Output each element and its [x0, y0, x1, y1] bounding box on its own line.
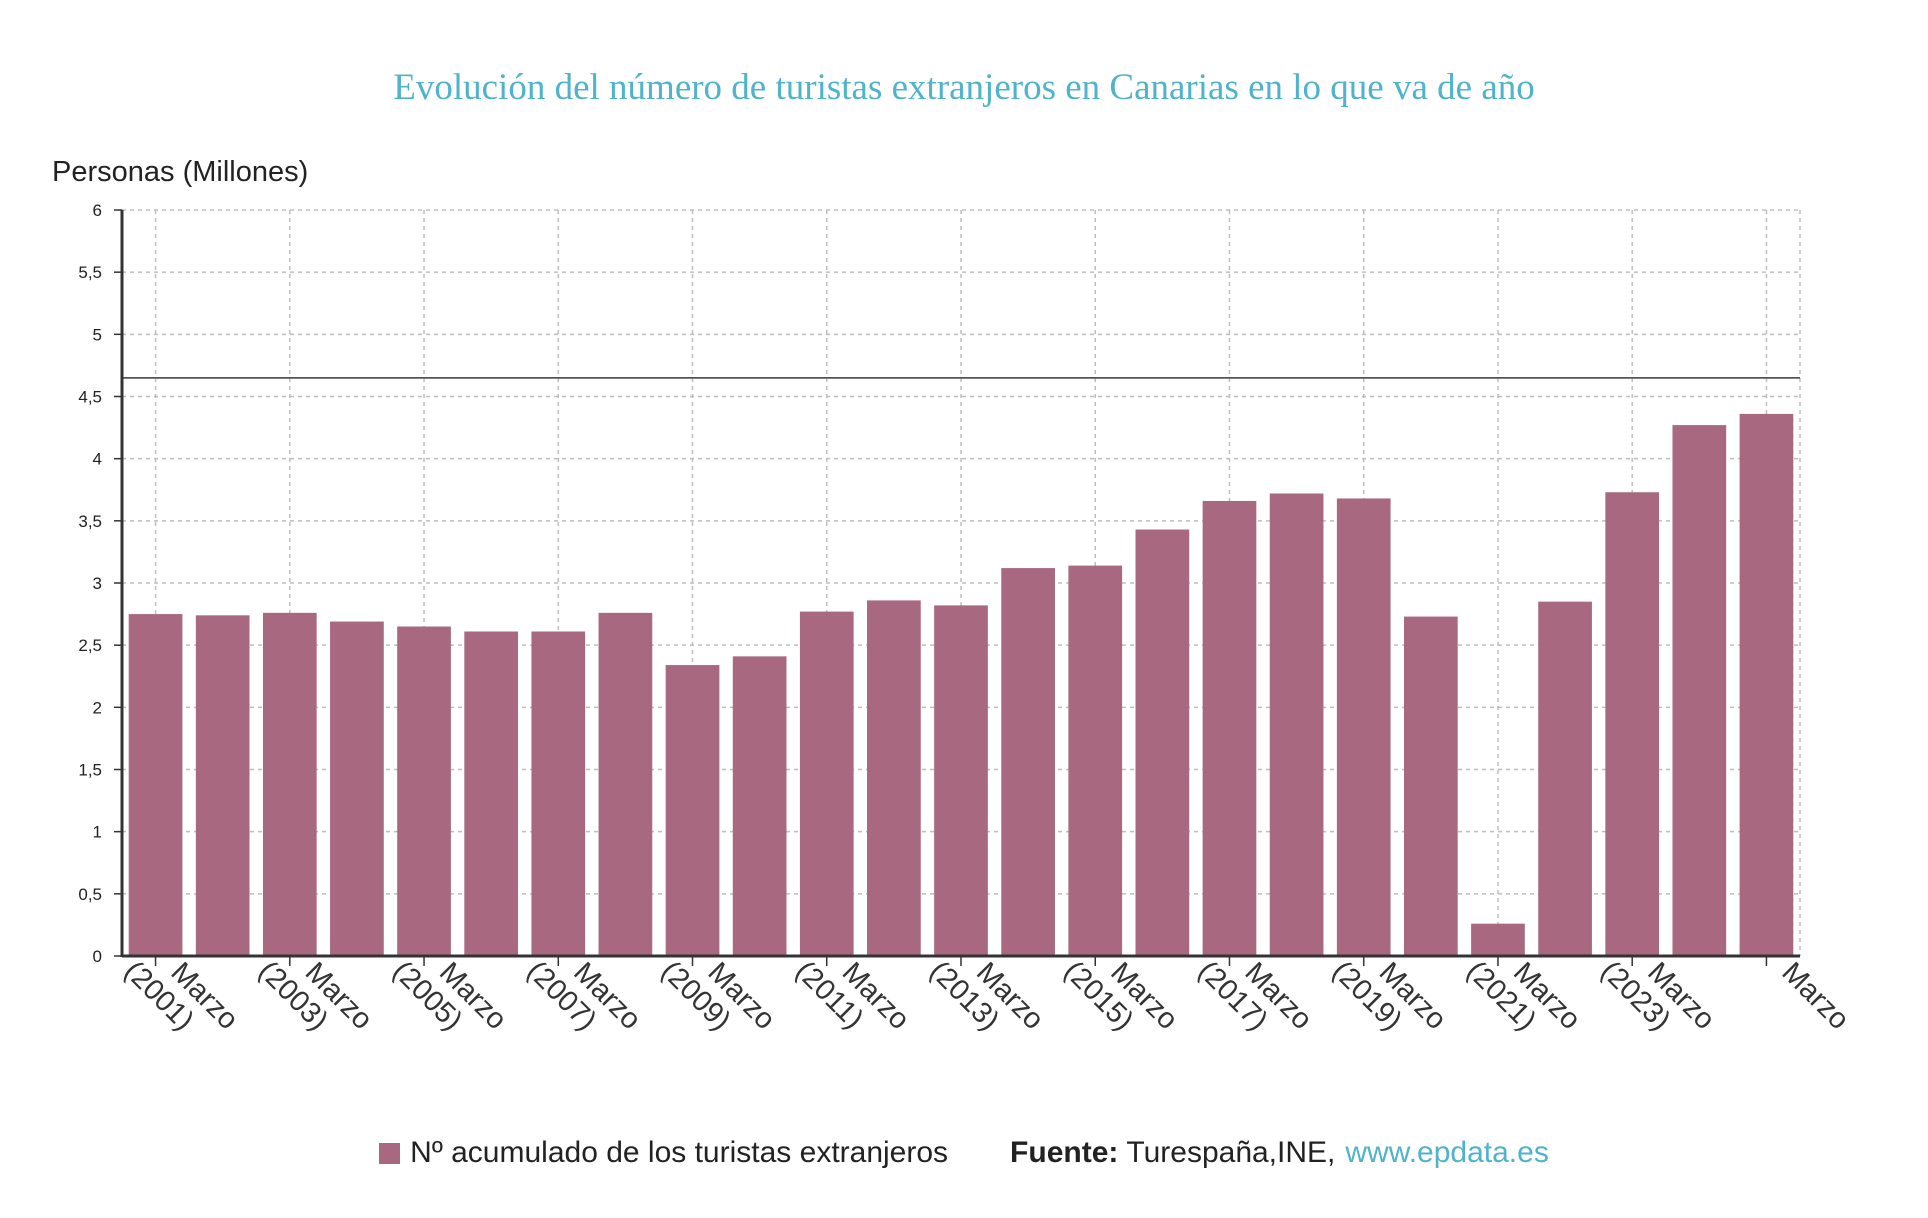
legend: Nº acumulado de los turistas extranjeros… [0, 1136, 1928, 1170]
bar [1269, 493, 1324, 956]
y-axis-label: Personas (Millones) [52, 156, 309, 188]
source-link[interactable]: www.epdata.es [1345, 1136, 1549, 1169]
x-tick-label: Marzo [1775, 956, 1855, 1036]
bar [598, 612, 653, 956]
legend-series-label: Nº acumulado de los turistas extranjeros [410, 1136, 949, 1169]
bar [397, 626, 451, 956]
bar [195, 615, 250, 956]
y-tick-label: 5 [93, 325, 102, 344]
bar [1403, 616, 1458, 956]
bar [1068, 565, 1123, 956]
y-tick-label: 3,5 [78, 512, 102, 531]
y-tick-label: 2 [93, 698, 102, 717]
y-tick-label: 1 [93, 823, 102, 842]
bar [1001, 568, 1055, 956]
bar [1739, 413, 1794, 956]
bar [1202, 500, 1257, 956]
y-tick-label: 4 [93, 450, 102, 469]
bars-layer [128, 413, 1794, 956]
x-tick-label-group: Marzo [1775, 956, 1855, 1036]
bar [1471, 923, 1525, 956]
bar [128, 614, 183, 956]
y-tick-label: 3 [93, 574, 102, 593]
axis-layer [114, 209, 1800, 966]
bar [1538, 601, 1592, 956]
bar [262, 612, 317, 956]
bar [799, 611, 854, 956]
bar [732, 656, 787, 956]
bar [1336, 498, 1391, 956]
bar [867, 600, 921, 956]
y-tick-label: 4,5 [78, 388, 102, 407]
source-label: Fuente: [1010, 1136, 1119, 1169]
y-tick-labels: 0 0,5 1 1,5 2 2,5 3 3,5 4 4,5 5 5,5 6 [78, 201, 102, 966]
legend-swatch [379, 1142, 401, 1164]
y-tick-label: 0,5 [78, 885, 102, 904]
bar [1672, 425, 1727, 956]
bar [934, 605, 988, 956]
bar [1605, 492, 1660, 956]
y-tick-label: 1,5 [78, 761, 102, 780]
chart-title: Evolución del número de turistas extranj… [393, 67, 1535, 108]
bar [665, 665, 720, 956]
y-tick-label: 2,5 [78, 636, 102, 655]
source-text: Turespaña,INE, [1126, 1136, 1336, 1169]
bar [464, 631, 519, 956]
bar [1135, 529, 1190, 956]
y-tick-label: 0 [93, 947, 102, 966]
bar [531, 631, 586, 956]
bar [330, 621, 384, 956]
y-tick-label: 6 [93, 201, 102, 220]
y-tick-label: 5,5 [78, 263, 102, 282]
